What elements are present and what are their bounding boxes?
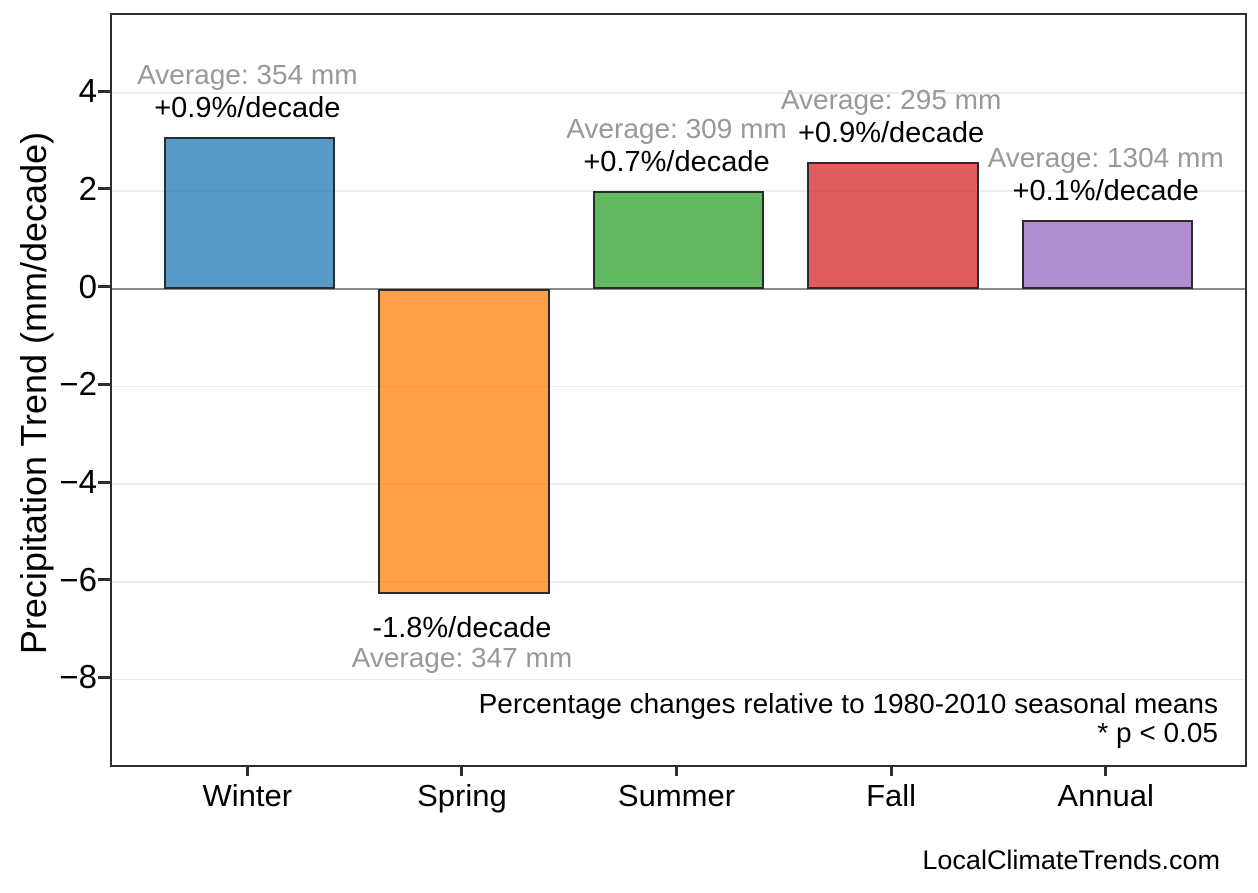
y-tick--2 [98, 382, 110, 386]
bar-summer [592, 190, 765, 289]
y-tick-label-0: 0 [78, 267, 97, 305]
average-label-summer: Average: 309 mm [566, 112, 787, 144]
x-tick-label-fall: Fall [866, 778, 917, 813]
gridline-y-6 [112, 581, 1245, 583]
y-tick--4 [98, 480, 110, 484]
gridline-y4 [112, 92, 1245, 94]
average-label-annual: Average: 1304 mm [987, 142, 1224, 174]
note-line-1: Percentage changes relative to 1980-2010… [478, 688, 1218, 719]
bar-winter [163, 137, 336, 289]
x-tick-label-winter: Winter [202, 778, 293, 813]
y-tick-4 [98, 89, 110, 93]
y-tick--8 [98, 675, 110, 679]
watermark: LocalClimateTrends.com [922, 845, 1220, 875]
x-tick-summer [675, 765, 678, 776]
average-label-winter: Average: 354 mm [137, 59, 358, 91]
plot-area [110, 13, 1247, 767]
y-tick-label--2: −2 [59, 365, 97, 403]
bar-annual [1021, 220, 1194, 289]
gridline-y-4 [112, 483, 1245, 485]
bar-fall [807, 161, 979, 289]
y-tick--6 [98, 578, 110, 582]
y-tick-label--8: −8 [59, 658, 97, 696]
trend-label-annual: +0.1%/decade [1012, 175, 1199, 208]
x-tick-label-annual: Annual [1057, 778, 1154, 813]
bar-spring [378, 288, 550, 594]
x-tick-label-spring: Spring [417, 778, 507, 813]
y-tick-label--4: −4 [59, 463, 97, 501]
y-tick-label--6: −6 [59, 560, 97, 598]
y-tick-label-4: 4 [78, 72, 97, 110]
y-tick-0 [98, 285, 110, 289]
average-label-fall: Average: 295 mm [780, 83, 1002, 115]
trend-label-spring: -1.8%/decade [372, 611, 552, 644]
y-tick-label-2: 2 [78, 169, 97, 207]
gridline-y-8 [112, 678, 1245, 681]
x-tick-fall [889, 765, 893, 776]
annotation-notes: Percentage changes relative to 1980-2010… [479, 689, 1218, 747]
trend-label-fall: +0.9%/decade [797, 116, 985, 149]
note-line-2: * p < 0.05 [1097, 717, 1218, 748]
trend-label-summer: +0.7%/decade [583, 145, 770, 178]
zero-line [112, 287, 1245, 290]
average-label-spring: Average: 347 mm [351, 641, 573, 673]
gridline-y-2 [112, 385, 1245, 388]
x-tick-annual [1104, 765, 1108, 776]
x-tick-spring [460, 765, 464, 776]
x-tick-label-summer: Summer [617, 778, 736, 813]
y-tick-2 [98, 187, 110, 191]
trend-label-winter: +0.9%/decade [154, 92, 341, 125]
x-tick-winter [245, 765, 249, 776]
